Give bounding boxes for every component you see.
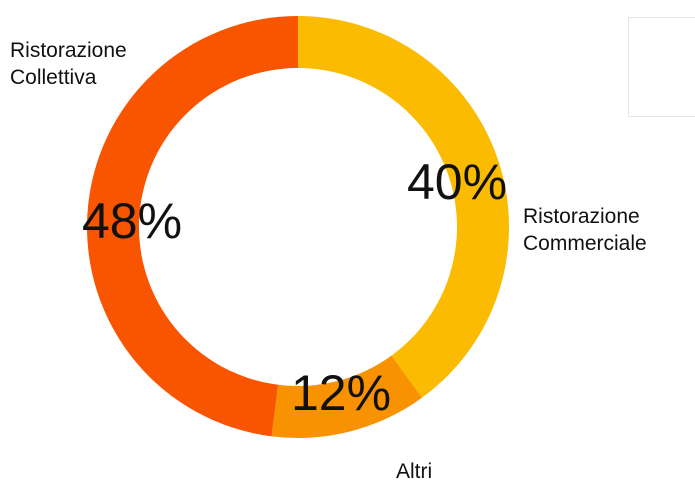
legend-box [628, 17, 695, 117]
category-label-line: Ristorazione [10, 39, 127, 62]
slice-ristorazione-commerciale [298, 16, 509, 398]
percent-label-ristorazione-collettiva: 48% [82, 193, 182, 249]
category-label-ristorazione-commerciale: Ristorazione Commerciale [523, 205, 647, 255]
category-label-line: Commerciale [523, 232, 647, 255]
donut-labels: 40% 12% 48% Ristorazione Commerciale Altri Ris… [10, 39, 647, 482]
category-label-line: Collettiva [10, 66, 97, 89]
percent-label-altri: 12% [291, 365, 391, 421]
category-label-ristorazione-collettiva: Ristorazione Collettiva [10, 39, 127, 89]
category-label-altri: Altri [396, 460, 432, 482]
slice-altri [271, 355, 423, 438]
category-label-line: Ristorazione [523, 205, 640, 228]
donut-slices [86, 16, 509, 438]
category-label-line: Altri [396, 460, 432, 482]
slice-ristorazione-collettiva [86, 16, 299, 437]
percent-label-ristorazione-commerciale: 40% [407, 154, 507, 210]
